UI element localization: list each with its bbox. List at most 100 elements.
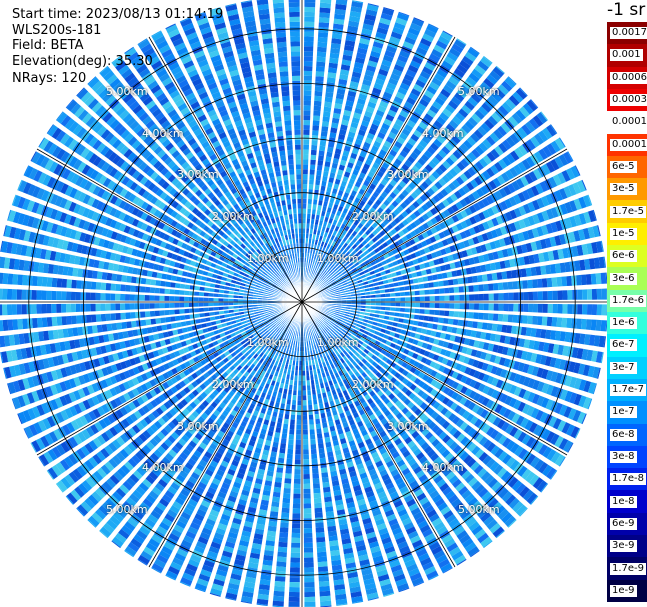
range-gate: [582, 195, 592, 207]
range-gate: [315, 249, 319, 256]
range-gate: [564, 261, 571, 273]
range-gate: [402, 146, 411, 154]
range-gate: [554, 138, 565, 150]
range-gate: [350, 296, 356, 299]
range-gate: [459, 563, 472, 574]
range-gate: [310, 159, 316, 165]
range-gate: [302, 238, 305, 243]
range-gate: [339, 275, 345, 280]
range-gate: [364, 339, 370, 345]
range-gate: [400, 243, 407, 250]
range-gate: [504, 515, 516, 527]
range-gate: [337, 250, 342, 256]
range-gate: [583, 211, 592, 224]
range-gate: [433, 456, 443, 466]
range-gate: [386, 413, 394, 421]
range-gate: [358, 317, 364, 322]
range-gate: [527, 229, 535, 240]
range-gate: [390, 297, 396, 302]
range-gate: [381, 162, 390, 170]
range-gate: [454, 261, 461, 269]
range-gate: [453, 526, 465, 536]
range-gate: [490, 365, 498, 375]
range-gate: [363, 455, 371, 463]
range-gate: [430, 379, 438, 387]
range-gate: [477, 126, 487, 136]
range-gate: [318, 22, 330, 28]
range-gate: [504, 395, 513, 406]
range-gate: [311, 458, 318, 464]
range-gate: [312, 318, 316, 324]
range-gate: [414, 347, 421, 354]
range-gate: [464, 542, 477, 553]
range-gate: [430, 207, 438, 216]
range-gate: [361, 226, 368, 233]
range-gate: [478, 487, 489, 498]
range-gate: [312, 259, 316, 265]
range-gate: [452, 343, 459, 351]
range-gate: [522, 203, 531, 214]
range-gate: [397, 541, 409, 550]
range-gate: [328, 262, 333, 268]
range-gate: [377, 390, 384, 397]
range-gate: [443, 209, 451, 218]
range-gate: [462, 55, 474, 66]
range-gate: [452, 416, 461, 425]
range-gate: [542, 464, 553, 477]
range-gate: [428, 245, 435, 252]
range-gate: [337, 169, 344, 176]
range-gate: [363, 163, 371, 170]
range-gate: [361, 299, 366, 302]
range-gate: [388, 464, 397, 473]
range-gate: [379, 367, 386, 374]
range-gate: [525, 242, 533, 253]
range-gate: [408, 503, 419, 512]
range-gate: [315, 179, 321, 186]
range-gate: [416, 548, 428, 558]
range-gate: [472, 554, 485, 565]
range-gate: [356, 382, 362, 389]
range-gate: [315, 76, 324, 82]
range-gate: [434, 521, 445, 531]
range-gate: [596, 288, 602, 300]
range-gate: [434, 310, 440, 316]
range-gate: [339, 412, 346, 419]
range-gate: [316, 165, 323, 171]
range-gate: [578, 196, 587, 209]
range-gate: [304, 11, 315, 17]
range-gate: [302, 184, 308, 189]
range-gate: [334, 398, 340, 405]
range-gate: [448, 518, 460, 528]
range-gate: [392, 277, 398, 282]
range-gate: [316, 388, 321, 395]
range-gate: [459, 303, 465, 310]
range-gate: [374, 330, 380, 336]
range-gate: [407, 64, 419, 74]
range-gate: [475, 350, 483, 359]
range-gate: [472, 321, 478, 329]
range-gate: [397, 12, 409, 22]
range-gate: [360, 352, 367, 358]
range-gate: [367, 379, 374, 386]
range-gate: [344, 257, 350, 263]
range-gate: [492, 66, 505, 78]
range-gate: [354, 107, 363, 115]
range-gate: [499, 335, 506, 344]
range-gate: [350, 334, 356, 340]
range-gate: [317, 272, 321, 278]
range-gate: [447, 389, 455, 398]
range-gate: [561, 317, 568, 328]
range-gate: [390, 73, 401, 82]
range-gate: [404, 308, 410, 313]
range-gate: [468, 257, 475, 265]
range-gate: [318, 288, 324, 292]
range-gate: [463, 338, 471, 346]
range-gate: [341, 196, 348, 203]
range-gate: [335, 3, 347, 11]
range-gate: [335, 269, 340, 274]
range-gate: [445, 80, 457, 90]
range-gate: [401, 78, 412, 87]
range-gate: [426, 109, 437, 118]
range-gate: [586, 349, 594, 361]
range-gate: [376, 27, 388, 35]
